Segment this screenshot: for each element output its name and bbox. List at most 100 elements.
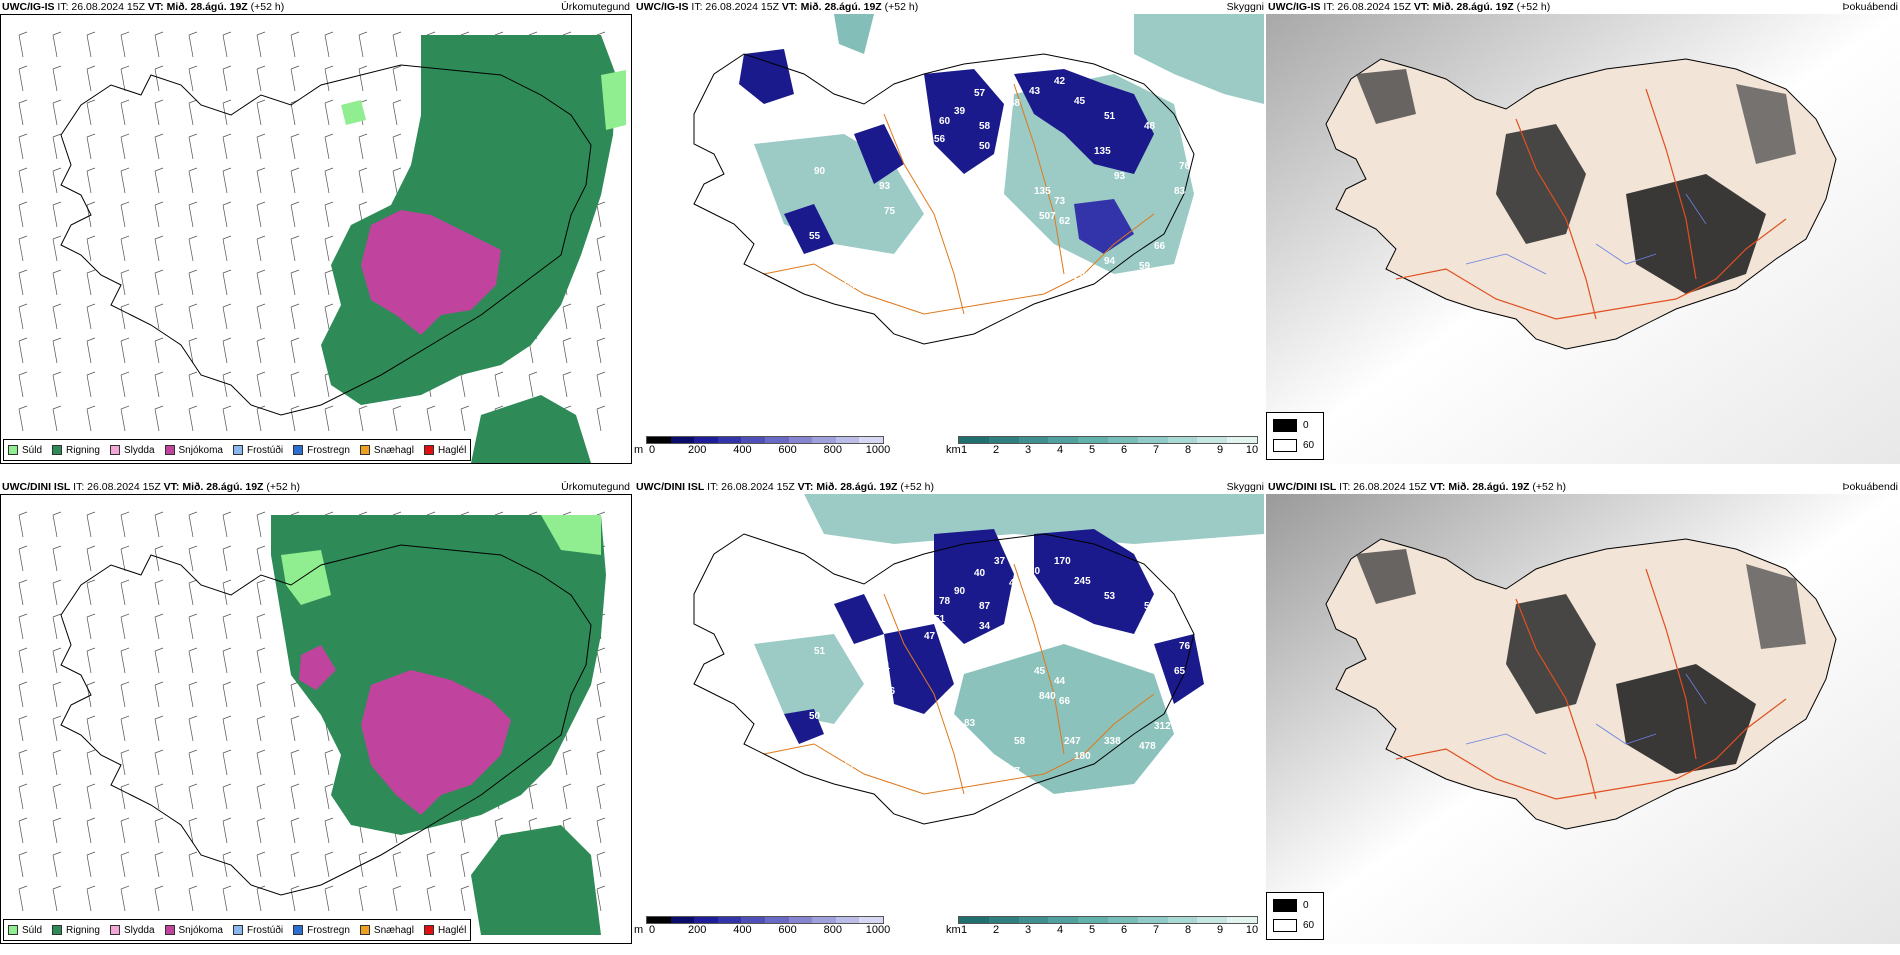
wind-barb [86, 817, 96, 844]
wind-barb [188, 337, 198, 364]
ceiling-value-label: 83 [1174, 186, 1186, 197]
wind-barb [52, 269, 62, 296]
ceiling-colorbar-ticks: 0 200 400 600 800 1000 [634, 444, 890, 456]
ceiling-value-label: 47 [924, 631, 936, 642]
init-time: IT: 26.08.2024 15Z [73, 481, 161, 493]
precip-header-igis: UWC/IG-IS IT: 26.08.2024 15Z VT: Mið. 28… [2, 0, 630, 14]
wind-barb [222, 749, 232, 776]
wind-barb [86, 783, 96, 810]
ceiling-low-area [1154, 634, 1204, 704]
wind-barb [256, 545, 266, 572]
wind-barb [256, 749, 266, 776]
wind-barb [86, 613, 96, 640]
legend-item: Frostregn [293, 925, 350, 936]
valid-time: VT: Mið. 28.ágú. 19Z [797, 481, 898, 493]
wind-barb [154, 405, 164, 432]
legend-label: Haglél [437, 924, 467, 936]
wind-barb [222, 681, 232, 708]
wind-barb [562, 337, 572, 364]
model-name: UWC/IG-IS [636, 1, 689, 13]
wind-barb [52, 715, 62, 742]
wind-barb [120, 885, 130, 912]
wind-barb [52, 371, 62, 398]
colorbar-swatch [647, 437, 671, 443]
wind-barb [596, 201, 606, 228]
wind-barb [154, 749, 164, 776]
ceiling-value-label: 57 [1009, 766, 1021, 777]
wind-barb [392, 31, 402, 58]
wind-barb [154, 885, 164, 912]
colorbar-swatch [1048, 917, 1079, 923]
wind-barb [596, 235, 606, 262]
legend-item: Snæhagl [359, 925, 414, 936]
wind-barb [52, 167, 62, 194]
wind-barb [324, 817, 334, 844]
wind-barb [86, 65, 96, 92]
wind-barb [86, 269, 96, 296]
wind-barb [222, 31, 232, 58]
wind-barb [324, 235, 334, 262]
wind-barb [120, 99, 130, 126]
wind-barb [426, 885, 436, 912]
wind-barb [120, 511, 130, 538]
wind-barb [290, 371, 300, 398]
rain-area [471, 395, 591, 463]
wind-barb [18, 545, 28, 572]
wind-barb [154, 167, 164, 194]
wind-barb [86, 545, 96, 572]
wind-barb [358, 65, 368, 92]
wind-barb [222, 885, 232, 912]
precip-type-map-dini: Súld Rigning Slydda Snjókoma Frostúði Fr… [0, 494, 632, 944]
wind-barb [358, 133, 368, 160]
wind-barb [188, 235, 198, 262]
iceland-coastline [60, 544, 592, 896]
wind-barb [188, 167, 198, 194]
wind-barb [120, 647, 130, 674]
wind-barb [256, 613, 266, 640]
wind-barb [392, 405, 402, 432]
wind-barb [154, 31, 164, 58]
colorbar-swatch [1107, 437, 1138, 443]
wind-barb [52, 885, 62, 912]
wind-barb [154, 303, 164, 330]
colorbar-swatch [1078, 437, 1108, 443]
legend-label: Rigning [66, 924, 100, 936]
valid-time: VT: Mið. 28.ágú. 19Z [163, 481, 264, 493]
colorbar-swatch [764, 917, 789, 923]
wind-barb [188, 133, 198, 160]
wind-barb [460, 817, 470, 844]
wind-barb [290, 817, 300, 844]
wind-barb [18, 303, 28, 330]
colorbar-swatch [812, 437, 836, 443]
fog-dense-area [1746, 564, 1806, 649]
colorbar-tick-label: 5 [1088, 444, 1096, 456]
ceiling-value-label: 245 [1074, 576, 1091, 587]
fog-indicator-map-dini [1266, 494, 1900, 944]
ceiling-value-label: 40 [974, 568, 986, 579]
ceiling-value-label: 57 [974, 88, 986, 99]
colorbar-tick-label: 1 [960, 924, 968, 936]
wind-barb [18, 511, 28, 538]
wind-barb [154, 511, 164, 538]
wind-barb [18, 783, 28, 810]
fog-legend-swatch [1273, 899, 1297, 912]
wind-barb [120, 167, 130, 194]
ceiling-value-label: 135 [1094, 146, 1111, 157]
wind-barb [256, 99, 266, 126]
wind-barb [86, 647, 96, 674]
wind-barb [460, 851, 470, 878]
colorbar-tick-label: 1000 [865, 924, 891, 936]
wind-barb [256, 405, 266, 432]
ceiling-value-label: 295 [1074, 271, 1091, 282]
wind-barb [120, 405, 130, 432]
colorbar-tick-label: 5 [1088, 924, 1096, 936]
wind-barb [358, 851, 368, 878]
ceiling-value-label: 59 [844, 281, 856, 292]
wind-barb [324, 851, 334, 878]
wind-barb [52, 817, 62, 844]
ceiling-value-label: 99 [1114, 651, 1126, 662]
wind-barb [222, 133, 232, 160]
wind-barb [596, 851, 606, 878]
colorbar-swatch [1078, 917, 1108, 923]
ceiling-value-label: 85 [1064, 791, 1076, 802]
